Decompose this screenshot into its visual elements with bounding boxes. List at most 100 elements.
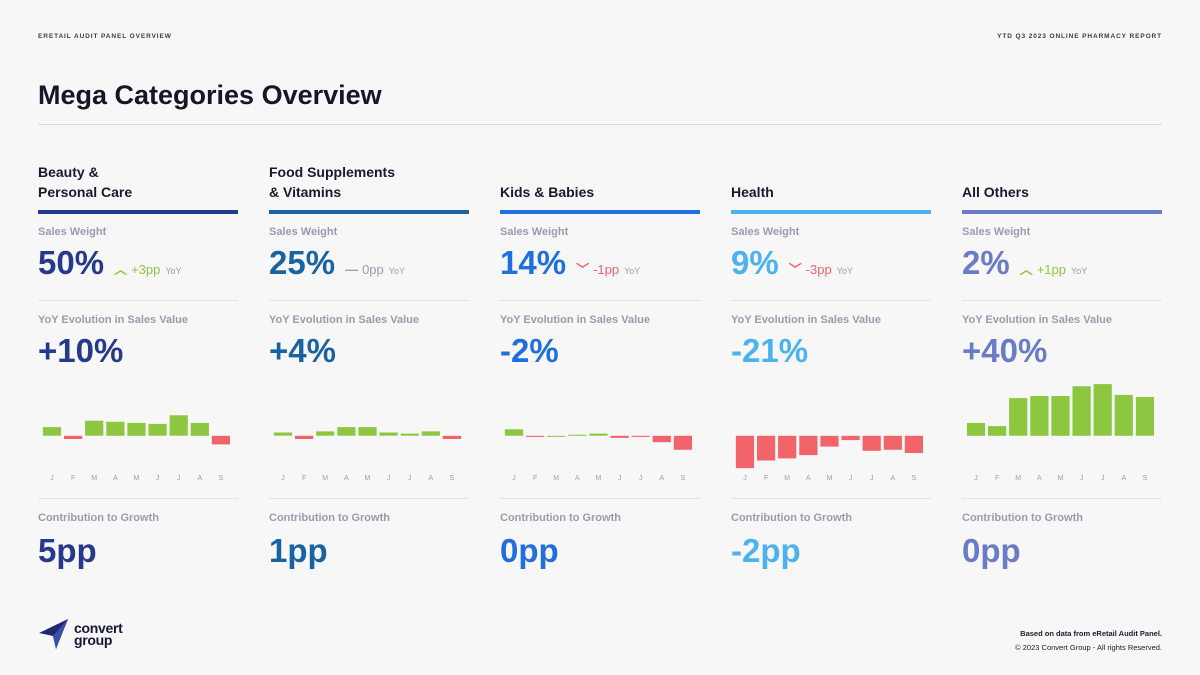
chart-bar (778, 435, 797, 459)
chart-bar (190, 422, 209, 436)
sales-weight-label: Sales Weight (500, 226, 569, 238)
chart-bar (358, 427, 377, 436)
arrow-up-icon: ︿ (114, 262, 128, 277)
category-column: Food Supplements & Vitamins Sales Weight… (269, 160, 469, 580)
month-tick-label: J (408, 475, 412, 482)
yoy-evolution-value: -21% (731, 332, 809, 369)
month-tick-label: A (806, 475, 811, 482)
month-tick-label: A (197, 475, 202, 482)
yoy-suffix: YoY (836, 266, 853, 276)
chart-bar (1051, 396, 1070, 436)
yoy-evolution-label: YoY Evolution in Sales Value (269, 314, 419, 326)
arrow-up-icon: ︿ (1019, 262, 1033, 277)
chart-bar (169, 415, 188, 436)
sales-weight-change-value: 0pp (362, 262, 384, 277)
yoy-evolution-value: +4% (269, 332, 336, 369)
sales-weight-change-value: +3pp (131, 262, 161, 277)
sales-weight-change-value: -1pp (593, 262, 620, 277)
copyright-note: © 2023 Convert Group - All rights Reserv… (1015, 643, 1162, 652)
chart-bar (1030, 396, 1049, 436)
chart-bar (400, 433, 419, 436)
sales-weight-label: Sales Weight (962, 226, 1031, 238)
category-color-bar (731, 210, 931, 214)
contribution-value: 0pp (962, 532, 1021, 569)
sales-weight-value: 50% (38, 244, 105, 281)
yoy-evolution-value: +40% (962, 332, 1048, 369)
section-divider (962, 498, 1162, 499)
month-tick-label: J (156, 475, 160, 482)
section-divider (500, 498, 700, 499)
chart-bar (273, 432, 293, 436)
month-tick-label: A (428, 475, 433, 482)
sales-weight-change: ︿ +1pp YoY (1020, 259, 1088, 278)
chart-bar (1114, 394, 1133, 436)
month-tick-label: F (533, 475, 537, 482)
yoy-suffix: YoY (624, 266, 641, 276)
month-tick-label: M (595, 475, 601, 482)
title-divider (38, 124, 1162, 125)
section-divider (962, 300, 1162, 301)
month-tick-label: M (784, 475, 790, 482)
month-tick-label: A (344, 475, 349, 482)
page-title: Mega Categories Overview (38, 80, 382, 110)
chart-bar (568, 434, 587, 436)
sales-weight-value: 14% (500, 244, 567, 281)
contribution-label: Contribution to Growth (962, 512, 1083, 524)
yoy-suffix: YoY (165, 266, 182, 276)
contribution-value: 0pp (500, 532, 559, 569)
chart-bar (316, 431, 335, 436)
section-divider (500, 300, 700, 301)
month-tick-label: J (281, 475, 285, 482)
data-source-note: Based on data from eRetail Audit Panel. (1020, 629, 1162, 638)
categories-grid: Beauty & Personal Care Sales Weight 50% … (38, 160, 1162, 580)
chart-bar (337, 427, 356, 436)
logo-wordmark: convert group (74, 621, 123, 647)
contribution-label: Contribution to Growth (38, 512, 159, 524)
section-divider (269, 300, 469, 301)
footer-note: Based on data from eRetail Audit Panel. … (1015, 627, 1162, 655)
chart-bar (652, 435, 671, 443)
chart-bar (106, 421, 125, 436)
section-divider (269, 498, 469, 499)
chart-bar (883, 435, 902, 450)
category-color-bar (38, 210, 238, 214)
month-tick-label: S (912, 475, 917, 482)
month-tick-label: M (1015, 475, 1021, 482)
month-tick-label: A (575, 475, 580, 482)
chart-bar (379, 432, 398, 436)
category-name: Beauty & Personal Care (38, 164, 133, 200)
chart-bar (735, 435, 755, 469)
chart-bar (547, 435, 566, 437)
month-tick-label: F (764, 475, 768, 482)
yoy-evolution-label: YoY Evolution in Sales Value (962, 314, 1112, 326)
yoy-suffix: YoY (388, 266, 405, 276)
yoy-evolution-label: YoY Evolution in Sales Value (731, 314, 881, 326)
paper-plane-icon (39, 619, 68, 649)
month-tick-label: S (450, 475, 455, 482)
chart-bar (862, 435, 881, 451)
yoy-evolution-value: -2% (500, 332, 559, 369)
sales-weight-row: 14% ﹀ -1pp YoY (500, 244, 710, 284)
chart-bar (421, 431, 440, 436)
chart-bar (211, 435, 230, 445)
yoy-evolution-value: +10% (38, 332, 124, 369)
month-tick-label: F (71, 475, 75, 482)
category-name: All Others (962, 184, 1029, 200)
chart-bar (148, 423, 167, 436)
category-name: Kids & Babies (500, 184, 595, 200)
month-tick-label: S (219, 475, 224, 482)
month-tick-label: S (681, 475, 686, 482)
convert-group-logo: convert group (38, 618, 123, 650)
month-tick-label: J (512, 475, 516, 482)
month-tick-label: J (870, 475, 874, 482)
category-name: Health (731, 184, 774, 200)
arrow-down-icon: ﹀ (576, 262, 590, 277)
category-color-bar (500, 210, 700, 214)
month-tick-label: J (50, 475, 54, 482)
sales-weight-value: 9% (731, 244, 779, 281)
